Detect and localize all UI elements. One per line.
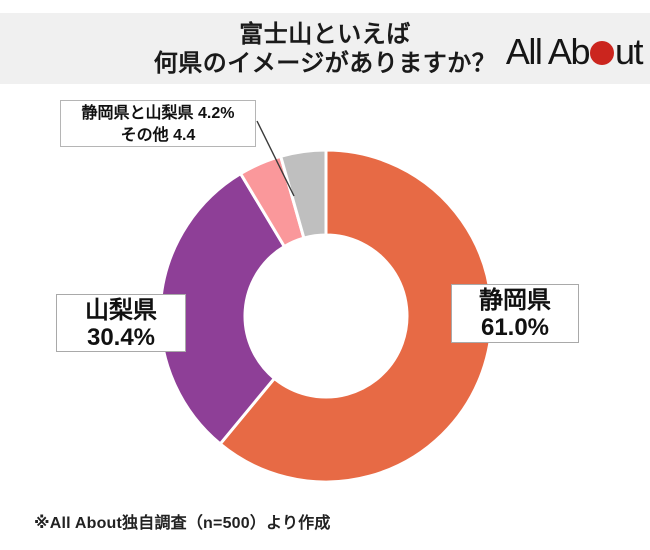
label-yamanashi-name: 山梨県 xyxy=(85,297,157,324)
donut-slice-shizuoka xyxy=(218,148,494,484)
source-note: ※All About独自調査（n=500）より作成 xyxy=(34,515,331,532)
label-shizuoka-name: 静岡県 xyxy=(479,287,551,314)
label-yamanashi-value: 30.4% xyxy=(86,324,156,351)
logo-text-left: All Ab xyxy=(505,31,591,72)
page-title-line1: 富士山といえば xyxy=(239,21,411,48)
callout-leader-line xyxy=(256,120,295,197)
logo-text-right: ut xyxy=(614,31,644,72)
callout-line1: 静岡県と山梨県 4.2% xyxy=(81,105,235,122)
donut-slice-other xyxy=(279,148,328,240)
callout-line2: その他 4.4 xyxy=(120,127,196,144)
page-title-line2: 何県のイメージがありますか？ xyxy=(153,50,497,77)
callout-label-minor-slices: 静岡県と山梨県 4.2% その他 4.4 xyxy=(60,100,256,147)
label-shizuoka-value: 61.0% xyxy=(480,314,550,341)
label-yamanashi: 山梨県 30.4% xyxy=(56,294,186,352)
logo-red-dot-icon xyxy=(589,41,614,65)
donut-slice-yamanashi xyxy=(158,172,286,446)
label-shizuoka: 静岡県 61.0% xyxy=(451,284,579,343)
header-band: 富士山といえば 何県のイメージがありますか？ All Ab ut xyxy=(0,13,650,84)
page-title: 富士山といえば 何県のイメージがありますか？ xyxy=(0,20,650,78)
all-about-logo: All Ab ut xyxy=(505,31,644,73)
